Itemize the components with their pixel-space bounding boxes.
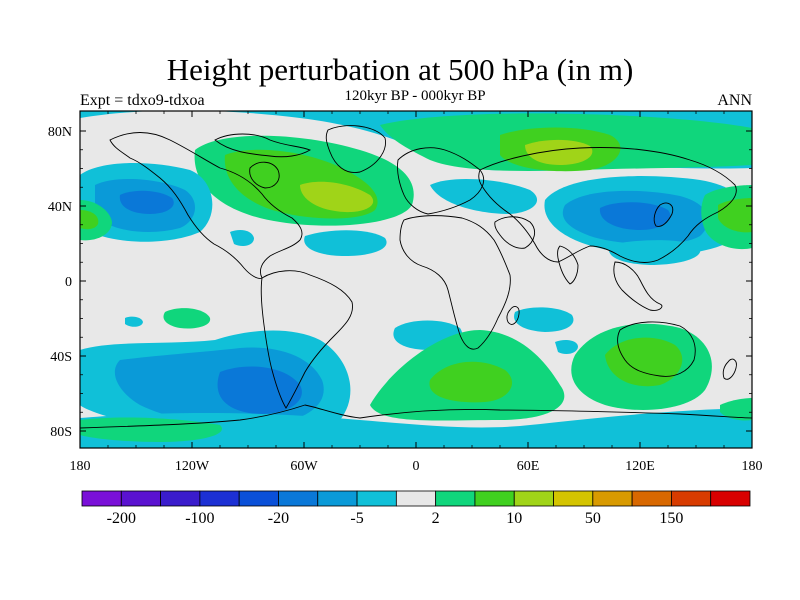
indian-positive-mod: [605, 337, 683, 387]
colorbar-swatch: [513, 490, 554, 507]
colorbar-label: -100: [185, 510, 214, 527]
experiment-label: Expt = tdxo9-tdxoa: [80, 92, 205, 109]
colorbar-swatch: [671, 490, 712, 507]
lat-tick-label: 40S: [50, 350, 72, 365]
npacific-negative-core: [119, 190, 174, 214]
coast-india: [557, 245, 579, 285]
coast-south-america: [260, 270, 353, 409]
colorbar: -200 -100 -20 -5 2 10 50 150: [81, 490, 751, 527]
colorbar-label: -20: [268, 510, 289, 527]
subtitle: 120kyr BP - 000kyr BP: [344, 88, 486, 104]
colorbar-label: 150: [659, 510, 683, 527]
colorbar-swatch: [710, 490, 751, 507]
atlantic-negative: [304, 230, 387, 256]
indian-negative: [514, 307, 574, 332]
colorbar-swatch: [631, 490, 672, 507]
satlantic-positive-mod: [429, 361, 513, 403]
lon-tick-label: 60E: [517, 459, 540, 474]
coast-canadian-arctic: [214, 133, 312, 158]
coast-europe: [397, 147, 484, 215]
colorbar-label: -5: [350, 510, 363, 527]
wpacific-negative: [608, 240, 701, 265]
gulf-negative: [230, 230, 254, 246]
coast-asia: [478, 147, 737, 263]
spacific-positive-small: [163, 308, 211, 329]
coast-japan: [653, 202, 674, 227]
colorbar-swatch: [474, 490, 515, 507]
dateline-positive-left-core: [80, 210, 99, 230]
coast-madagascar: [506, 306, 520, 325]
colorbar-swatch: [238, 490, 279, 507]
colorbar-swatch: [120, 490, 161, 507]
coastlines: [80, 125, 752, 429]
season-label: ANN: [717, 92, 752, 109]
colorbar-label: -200: [107, 510, 136, 527]
colorbar-swatch: [356, 490, 397, 507]
lon-tick-label: 60W: [290, 459, 318, 474]
lon-tick-label: 180: [70, 459, 91, 474]
lat-tick-label: 40N: [48, 200, 72, 215]
aus-negative: [555, 339, 578, 355]
colorbar-swatch: [317, 490, 358, 507]
coast-greenland: [325, 125, 386, 173]
coast-arabia: [494, 216, 536, 249]
farsouth-positive-right: [720, 398, 752, 421]
contour-field: [80, 111, 752, 448]
asia-negative-core: [599, 202, 671, 230]
coast-antarctica: [80, 404, 752, 429]
colorbar-swatch: [395, 490, 437, 507]
page-title: Height perturbation at 500 hPa (in m): [166, 52, 634, 87]
europe-negative: [430, 178, 538, 214]
lon-tick-label: 180: [742, 459, 763, 474]
colorbar-swatch: [278, 490, 319, 507]
colorbar-swatch: [160, 490, 201, 507]
canada-positive-core: [300, 181, 374, 213]
coast-australia: [617, 321, 696, 377]
lon-tick-label: 120W: [175, 459, 210, 474]
axes: 80N 40N 0 40S 80S 180 120W 60W 0 60E 120E 180: [48, 111, 763, 474]
coast-north-america: [109, 132, 303, 279]
colorbar-label: 10: [506, 510, 522, 527]
siberia-positive-core: [525, 139, 593, 165]
lat-tick-label: 0: [65, 275, 72, 290]
colorbar-swatch: [592, 490, 633, 507]
lon-tick-label: 120E: [625, 459, 655, 474]
lat-tick-label: 80N: [48, 125, 72, 140]
lat-tick-label: 80S: [50, 425, 72, 440]
colorbar-swatch: [81, 490, 122, 507]
colorbar-swatch: [435, 490, 476, 507]
coast-hudson-bay: [249, 161, 280, 189]
coast-new-zealand: [722, 358, 737, 380]
colorbar-label: 2: [432, 510, 440, 527]
coast-africa: [399, 215, 511, 350]
spacific-negative-small: [125, 316, 143, 327]
colorbar-label: 50: [585, 510, 601, 527]
colorbar-swatch: [199, 490, 240, 507]
colorbar-swatch: [553, 490, 594, 507]
lon-tick-label: 0: [413, 459, 420, 474]
southamerica-negative-core: [217, 366, 302, 414]
southern-ring-negative: [80, 408, 752, 448]
coast-southeast-asia: [613, 261, 663, 311]
